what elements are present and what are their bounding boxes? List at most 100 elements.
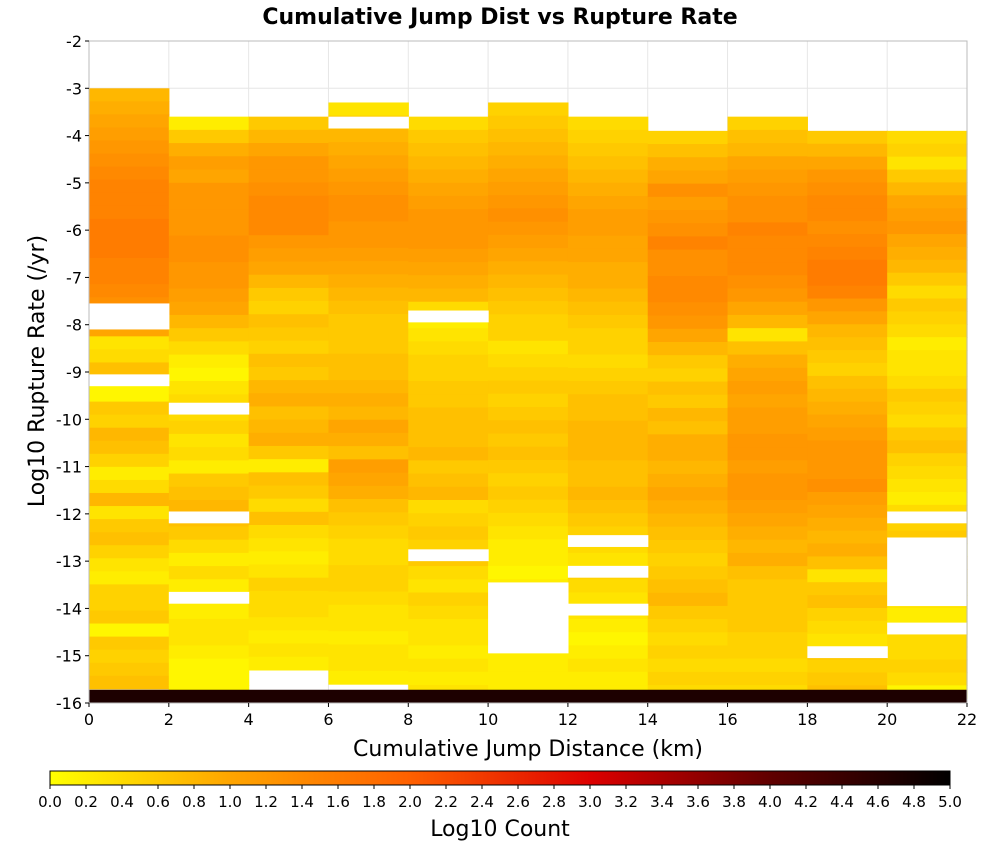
heatmap-cell xyxy=(887,427,968,441)
heatmap-cell xyxy=(727,169,808,184)
heatmap-cell xyxy=(567,314,649,329)
heatmap-cell xyxy=(168,288,250,303)
colorbar-tick-label: 3.4 xyxy=(650,793,674,811)
empty-cell xyxy=(328,116,409,129)
heatmap-cell xyxy=(168,195,250,210)
heatmap-cell xyxy=(567,592,649,607)
heatmap-cell xyxy=(567,420,649,435)
heatmap-cell xyxy=(248,169,330,184)
heatmap-cell xyxy=(807,414,888,429)
heatmap-cell xyxy=(567,658,649,673)
heatmap-cell xyxy=(647,513,729,528)
heatmap-cell xyxy=(488,526,569,540)
heatmap-cell xyxy=(887,259,968,274)
heatmap-cell xyxy=(328,142,409,156)
heatmap-cell xyxy=(328,128,409,143)
heatmap-cell xyxy=(727,486,808,501)
heatmap-cell xyxy=(647,460,729,475)
x-tick-label: 0 xyxy=(84,710,94,729)
heatmap-cell xyxy=(727,566,808,580)
heatmap-cell xyxy=(89,479,170,494)
colorbar-tick-label: 4.4 xyxy=(830,793,854,811)
heatmap-cell xyxy=(488,261,569,276)
heatmap-cell xyxy=(727,235,808,250)
heatmap-cell xyxy=(488,314,569,329)
heatmap-cell xyxy=(567,394,649,409)
heatmap-cell xyxy=(647,487,729,501)
heatmap-cell xyxy=(567,143,649,157)
heatmap-cell xyxy=(887,414,968,429)
heatmap-cell xyxy=(647,407,729,422)
heatmap-cell xyxy=(567,473,649,488)
colorbar-tick-label: 0.8 xyxy=(182,793,206,811)
heatmap-cell xyxy=(807,607,888,622)
heatmap-cell xyxy=(887,337,968,351)
heatmap-cell xyxy=(168,314,250,329)
heatmap-cell xyxy=(488,115,569,130)
heatmap-cell xyxy=(567,354,649,369)
heatmap-cell xyxy=(807,659,888,674)
y-tick-label: -10 xyxy=(56,410,82,429)
heatmap-cell xyxy=(807,466,888,480)
heatmap-cell xyxy=(807,298,888,312)
heatmap-cell xyxy=(248,472,330,487)
heatmap-cell xyxy=(248,261,330,276)
x-tick-label: 6 xyxy=(323,710,333,729)
heatmap-cell xyxy=(488,354,569,368)
heatmap-cell xyxy=(328,287,409,302)
heatmap-cell xyxy=(89,427,170,442)
heatmap-cell xyxy=(248,235,330,249)
heatmap-cell xyxy=(248,182,330,197)
heatmap-cell xyxy=(807,620,888,635)
heatmap-cell xyxy=(408,486,489,501)
y-tick-label: -11 xyxy=(56,458,82,477)
heatmap-cell xyxy=(567,235,649,250)
heatmap-cell xyxy=(807,543,888,558)
heatmap-cell xyxy=(488,433,569,448)
heatmap-cell xyxy=(567,618,649,633)
heatmap-cell xyxy=(807,246,888,261)
heatmap-cell xyxy=(488,142,569,157)
heatmap-cell xyxy=(408,156,489,171)
heatmap-cell xyxy=(647,289,729,303)
heatmap-cell xyxy=(408,381,489,395)
heatmap-cell xyxy=(328,525,409,540)
x-tick-label: 22 xyxy=(957,710,977,729)
heatmap-cell xyxy=(488,208,569,223)
heatmap-cell xyxy=(807,401,888,416)
heatmap-cell xyxy=(647,275,729,290)
heatmap-cell xyxy=(567,195,649,210)
heatmap-cell xyxy=(567,632,649,646)
heatmap-cell xyxy=(567,552,649,567)
heatmap-cell xyxy=(248,156,330,170)
heatmap-cell xyxy=(248,248,330,263)
heatmap-cell xyxy=(89,271,170,285)
heatmap-cell xyxy=(168,354,250,369)
colorbar-tick-label: 2.4 xyxy=(470,793,494,811)
y-tick-label: -7 xyxy=(66,268,82,287)
heatmap-cell xyxy=(488,195,569,209)
heatmap-cell xyxy=(887,659,968,674)
heatmap-cell xyxy=(168,209,250,224)
heatmap-cell xyxy=(328,261,409,275)
colorbar-tick-label: 4.0 xyxy=(758,793,782,811)
heatmap-cell xyxy=(807,504,888,519)
heatmap-cell xyxy=(727,381,808,395)
heatmap-cell xyxy=(89,258,170,272)
heatmap-cell xyxy=(408,367,489,382)
heatmap-cell xyxy=(887,672,968,686)
heatmap-cell xyxy=(89,662,170,677)
heatmap-cell xyxy=(248,406,330,421)
y-tick-label: -8 xyxy=(66,316,82,335)
heatmap-cell xyxy=(887,491,968,506)
heatmap-cell xyxy=(408,169,489,184)
heatmap-cell xyxy=(408,354,489,369)
heatmap-cell xyxy=(89,466,170,481)
heatmap-cell xyxy=(488,128,569,143)
heatmap-cell xyxy=(408,248,489,263)
heatmap-cell xyxy=(89,623,170,638)
heatmap-cell xyxy=(887,272,968,287)
heatmap-cell xyxy=(887,221,968,235)
y-tick-label: -13 xyxy=(56,552,82,571)
heatmap-cell xyxy=(567,499,649,514)
